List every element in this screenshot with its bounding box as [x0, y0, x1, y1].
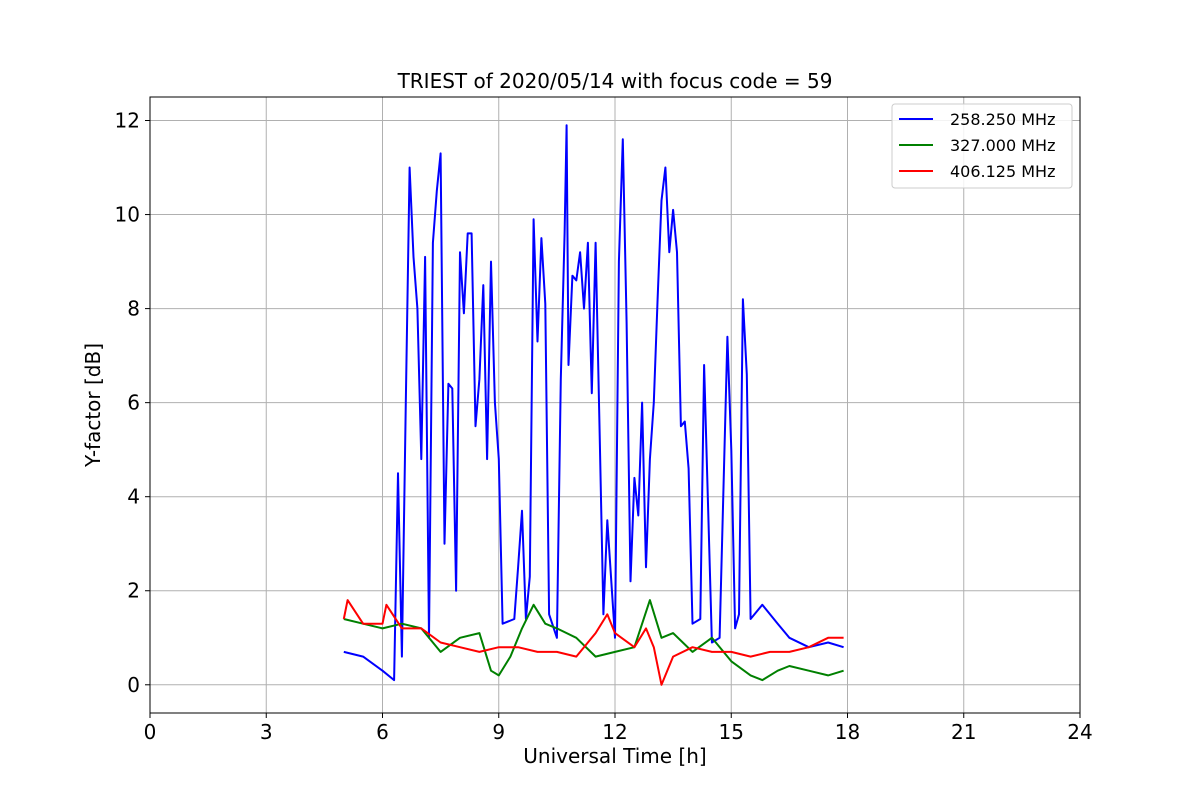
x-axis-label: Universal Time [h]	[523, 744, 706, 768]
y-tick-label: 0	[127, 673, 140, 697]
series-line-2	[343, 599, 844, 682]
legend: 258.250 MHz 327.000 MHz 406.125 MHz	[891, 103, 1073, 189]
chart-title: TRIEST of 2020/05/14 with focus code = 5…	[397, 69, 833, 93]
x-tick-label: 6	[376, 720, 389, 744]
legend-box	[891, 103, 1073, 189]
y-tick-label: 4	[127, 485, 140, 509]
x-tick-label: 24	[1067, 720, 1092, 744]
y-axis-label: Y-factor [dB]	[81, 343, 105, 468]
x-tick-label: 18	[835, 720, 860, 744]
x-tick-label: 21	[951, 720, 976, 744]
y-axis-ticks: 0 2 4 6 8 10 12	[115, 109, 150, 697]
series-line-3	[342, 599, 844, 686]
x-tick-label: 0	[144, 720, 157, 744]
legend-label-3: 406.125 MHz	[950, 162, 1055, 181]
x-axis-ticks: 0 3 6 9 12 15 18 21 24	[144, 713, 1093, 744]
plot-series	[342, 124, 844, 686]
y-tick-label: 10	[115, 203, 140, 227]
y-tick-label: 12	[115, 109, 140, 133]
y-tick-label: 2	[127, 579, 140, 603]
grid-lines	[149, 97, 1081, 713]
x-tick-label: 3	[260, 720, 273, 744]
series-line-1	[343, 124, 844, 682]
x-tick-label: 15	[719, 720, 744, 744]
legend-label-1: 258.250 MHz	[950, 110, 1055, 129]
y-tick-label: 8	[127, 297, 140, 321]
legend-label-2: 327.000 MHz	[950, 136, 1055, 155]
x-tick-label: 9	[492, 720, 505, 744]
y-tick-label: 6	[127, 391, 140, 415]
x-tick-label: 12	[602, 720, 627, 744]
